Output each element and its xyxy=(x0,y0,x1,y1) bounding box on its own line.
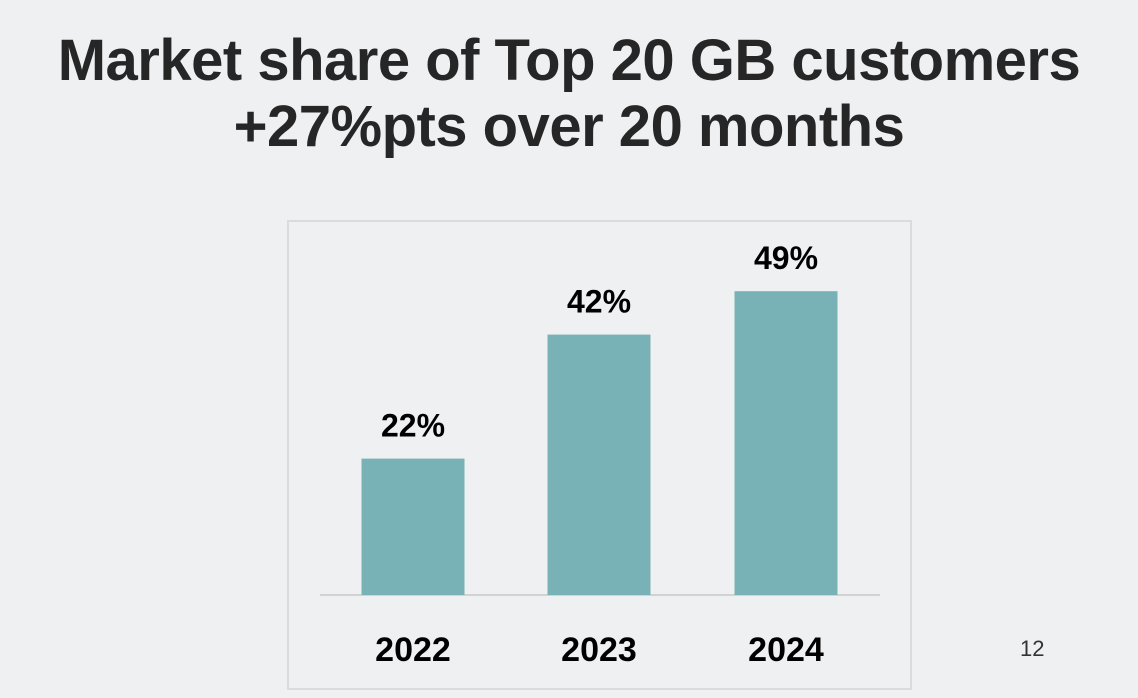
x-tick-label-2022: 2022 xyxy=(375,631,451,669)
x-tick-label-2023: 2023 xyxy=(561,631,637,669)
title-line-2: +27%pts over 20 months xyxy=(233,94,905,159)
bar-2024 xyxy=(734,291,838,595)
slide-title: Market share of Top 20 GB customers +27%… xyxy=(0,28,1138,160)
x-tick-label-2024: 2024 xyxy=(748,631,824,669)
data-label-2024: 49% xyxy=(754,240,818,276)
data-label-2023: 42% xyxy=(567,284,631,320)
bar-2023 xyxy=(547,334,651,595)
bar-2022 xyxy=(361,458,465,595)
title-line-1: Market share of Top 20 GB customers xyxy=(57,28,1081,93)
data-label-2022: 22% xyxy=(381,408,445,444)
page-number: 12 xyxy=(1020,636,1045,661)
